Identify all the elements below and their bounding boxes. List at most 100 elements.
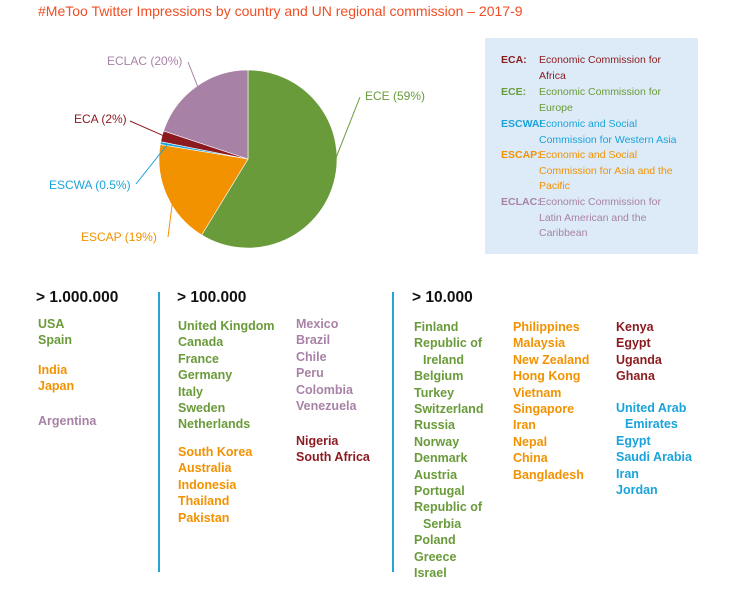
t2-eclac-list: Mexico Brazil Chile Peru Colombia Venezuela	[296, 316, 356, 414]
t1-eclac-list: Argentina	[38, 413, 96, 429]
t1-ece-list: USA Spain	[38, 316, 72, 349]
pie-label-eca: ECA (2%)	[74, 112, 127, 126]
legend-box: ECA: Economic Commission for Africa ECE:…	[485, 38, 698, 254]
country-item: Poland	[414, 533, 456, 548]
country-item: Netherlands	[178, 417, 251, 432]
legend-key: ESCWA:	[501, 118, 543, 130]
country-item: Saudi Arabia	[616, 450, 692, 465]
country-item: Norway	[414, 434, 460, 449]
legend-key: ECE:	[501, 86, 527, 98]
t3-eca-list: Kenya Egypt Uganda Ghana	[616, 319, 662, 385]
country-item: Russia	[414, 418, 455, 433]
country-item: United Arab	[616, 401, 687, 415]
country-item: Indonesia	[178, 477, 237, 492]
pie-slice-escap	[158, 144, 249, 236]
legend-text: Economic and Social Commission for Weste…	[539, 118, 677, 146]
country-item: Sweden	[178, 401, 226, 416]
country-item: Colombia	[296, 382, 353, 397]
country-item: Germany	[178, 368, 233, 383]
leader-line-eca	[129, 120, 170, 139]
country-item: Republic of	[414, 336, 483, 351]
legend-key: ESCAP:	[501, 149, 541, 161]
country-item: Finland	[414, 320, 459, 334]
country-item: Venezuela	[296, 399, 357, 414]
country-item: Egypt	[616, 336, 651, 351]
country-item: United Kingdom	[178, 319, 275, 333]
legend-text: Economic Commission for Latin American a…	[539, 196, 661, 239]
country-item: Egypt	[616, 433, 651, 448]
pie-label-escwa: ESCWA (0.5%)	[49, 178, 131, 192]
column-divider	[392, 292, 394, 572]
country-item: Italy	[178, 384, 204, 399]
country-item: Iran	[513, 418, 536, 433]
country-item: Emirates	[625, 417, 678, 432]
country-item: Uganda	[616, 352, 662, 367]
tier-header-1m: > 1.000.000	[36, 289, 119, 306]
t1-escap-list: India Japan	[38, 362, 74, 395]
legend-text: Economic and Social Commission for Asia …	[539, 149, 673, 192]
country-item: Canada	[178, 335, 224, 350]
country-item: Turkey	[414, 385, 455, 400]
column-divider	[158, 292, 160, 572]
country-item: South Africa	[296, 450, 370, 465]
t3-ece-list: Finland Republic of Ireland Belgium Turkey Sw…	[414, 319, 483, 582]
country-item: Austria	[414, 467, 458, 482]
country-item: Australia	[178, 461, 232, 476]
leader-line-escwa	[135, 144, 168, 185]
country-item: Kenya	[616, 320, 654, 334]
country-item: Bangladesh	[513, 467, 584, 482]
country-item: USA	[38, 317, 65, 331]
country-item: Nigeria	[296, 434, 339, 448]
t2-ece-list: United Kingdom Canada France Germany Italy Sw…	[178, 318, 275, 433]
country-item: Vietnam	[513, 385, 562, 400]
country-item: Thailand	[178, 494, 230, 509]
country-item: Greece	[414, 549, 457, 564]
t3-escap-list: Philippines Malaysia New Zealand Hong Kong V…	[513, 319, 589, 483]
t3-escwa-list: United Arab Emirates Egypt Saudi Arabia Iran…	[616, 400, 692, 498]
leader-line-ece	[326, 96, 361, 182]
country-item: Peru	[296, 366, 324, 381]
country-item: Japan	[38, 379, 75, 394]
chart-title: #MeToo Twitter Impressions by country an…	[38, 3, 523, 19]
tier-header-100k: > 100.000	[177, 289, 247, 306]
country-item: Philippines	[513, 320, 580, 334]
country-item: Ireland	[423, 352, 464, 367]
country-item: Serbia	[423, 516, 462, 531]
country-item: New Zealand	[513, 352, 590, 367]
country-item: Portugal	[414, 484, 465, 499]
country-item: India	[38, 363, 68, 377]
country-item: Singapore	[513, 402, 575, 417]
pie-label-escap: ESCAP (19%)	[81, 230, 157, 244]
country-item: Chile	[296, 349, 327, 364]
legend-key: ECLAC:	[501, 196, 541, 208]
country-item: Ghana	[616, 369, 655, 384]
leader-line-eclac	[187, 61, 201, 93]
pie-chart: ECE (59%) ESCAP (19%) ESCWA (0.5%) ECA (2%)…	[49, 54, 425, 249]
country-item: Malaysia	[513, 336, 566, 351]
country-item: Mexico	[296, 317, 339, 331]
pie-slice-eclac	[163, 69, 249, 160]
country-item: Republic of	[414, 500, 483, 515]
t2-escap-list: South Korea Australia Indonesia Thailand Pak…	[178, 444, 252, 526]
tier-header-10k: > 10.000	[412, 289, 473, 306]
pie-slice-ece	[201, 69, 338, 249]
leader-line-escap	[167, 193, 175, 238]
country-item: China	[513, 451, 548, 466]
pie-label-eclac: ECLAC (20%)	[107, 54, 182, 68]
country-item: Spain	[38, 333, 73, 348]
legend-text: Economic Commission for Africa	[539, 54, 661, 82]
country-item: Argentina	[38, 414, 97, 428]
country-item: South Korea	[178, 445, 253, 459]
country-item: Iran	[616, 466, 639, 481]
legend-key: ECA:	[501, 54, 527, 66]
country-item: Belgium	[414, 369, 464, 384]
country-item: Denmark	[414, 451, 468, 466]
country-item: Hong Kong	[513, 369, 581, 384]
country-item: France	[178, 351, 219, 366]
country-item: Brazil	[296, 333, 331, 348]
country-item: Israel	[414, 566, 447, 581]
pie-label-ece: ECE (59%)	[365, 89, 425, 103]
country-item: Switzerland	[414, 402, 484, 417]
country-item: Jordan	[616, 483, 658, 498]
country-item: Pakistan	[178, 510, 230, 525]
